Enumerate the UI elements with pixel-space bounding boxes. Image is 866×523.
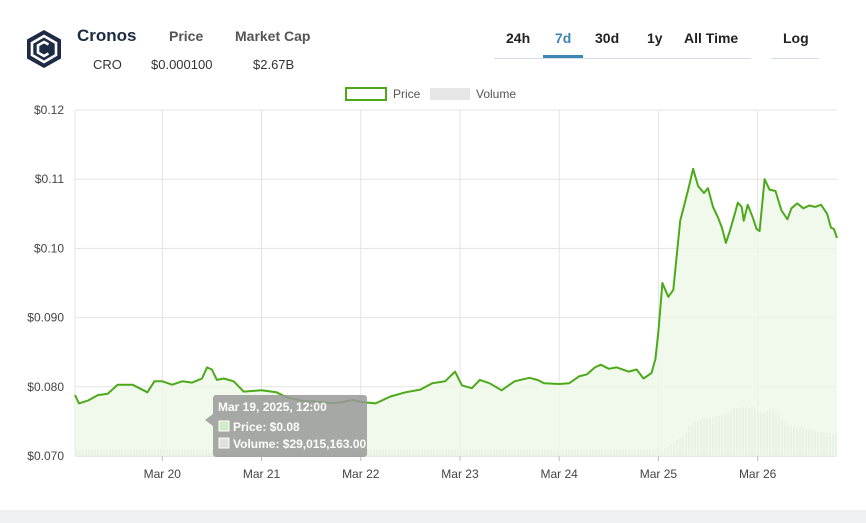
legend-volume-swatch: [430, 88, 470, 100]
cronos-logo-icon: [27, 30, 61, 68]
tooltip-date: Mar 19, 2025, 12:00: [218, 400, 327, 414]
marketcap-label: Market Cap: [235, 28, 311, 44]
tooltip-price: Price: $0.08: [233, 420, 300, 434]
price-label: Price: [169, 28, 204, 44]
chart-legend: Price Volume: [345, 87, 516, 101]
x-tick-label: Mar 24: [541, 467, 579, 481]
tab-7d[interactable]: 7d: [555, 30, 572, 46]
coin-symbol: CRO: [93, 57, 122, 72]
y-tick-label: $0.090: [27, 311, 64, 325]
y-tick-label: $0.11: [35, 172, 64, 186]
coin-name: Cronos: [77, 26, 137, 45]
tooltip-volume: Volume: $29,015,163.00: [233, 437, 367, 451]
x-tick-label: Mar 23: [441, 467, 479, 481]
legend-price-label: Price: [393, 87, 421, 101]
x-tick-label: Mar 25: [640, 467, 678, 481]
legend-price-swatch: [345, 87, 387, 101]
active-tab-indicator: [543, 55, 583, 58]
x-tick-label: Mar 20: [144, 467, 182, 481]
price-line: [74, 167, 838, 405]
marketcap-value: $2.67B: [253, 57, 295, 72]
price-value: $0.000100: [151, 57, 213, 72]
tab-30d[interactable]: 30d: [595, 30, 620, 46]
chart-tooltip: Mar 19, 2025, 12:00 Price: $0.08 Volume:…: [205, 395, 367, 457]
x-tick-label: Mar 22: [342, 467, 380, 481]
tab-24h[interactable]: 24h: [506, 30, 531, 46]
y-tick-label: $0.10: [34, 241, 64, 255]
log-toggle[interactable]: Log: [771, 22, 819, 59]
y-axis-ticks: $0.12 $0.11 $0.10 $0.090 $0.080 $0.070: [27, 103, 64, 463]
x-tick-label: Mar 26: [739, 467, 777, 481]
y-tick-label: $0.080: [27, 380, 64, 394]
log-toggle-label: Log: [783, 30, 809, 46]
y-tick-label: $0.070: [27, 449, 64, 463]
y-tick-label: $0.12: [34, 103, 64, 117]
x-axis-ticks: Mar 20 Mar 21 Mar 22 Mar 23 Mar 24 Mar 25 Mar …: [144, 467, 777, 481]
bottom-strip: [0, 510, 866, 523]
tab-1y[interactable]: 1y: [647, 30, 663, 46]
tab-all-time[interactable]: All Time: [684, 30, 739, 46]
x-tick-label: Mar 21: [243, 467, 281, 481]
timeframe-tabs: 24h 7d 30d 1y All Time: [494, 22, 751, 59]
legend-volume-label: Volume: [476, 87, 516, 101]
price-area-fill: [75, 168, 837, 457]
